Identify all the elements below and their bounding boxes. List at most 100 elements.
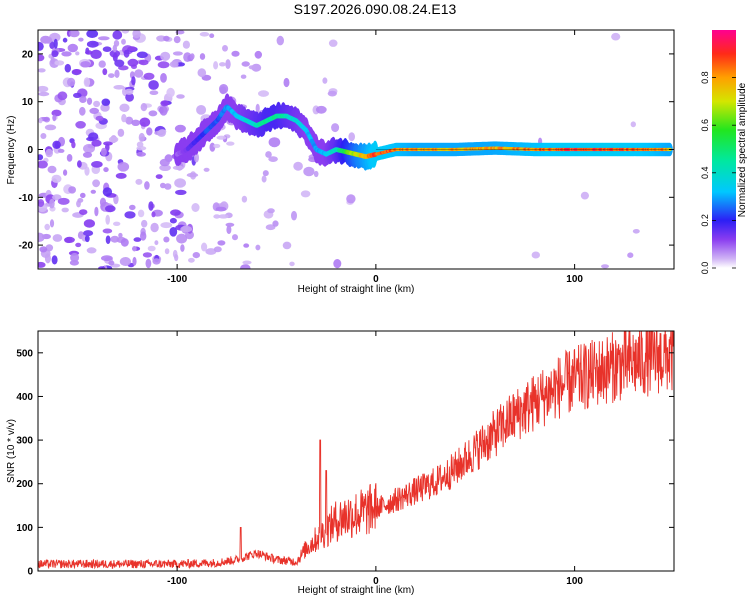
noise-blob [272, 220, 278, 226]
snr-xlabel: Height of straight line (km) [298, 585, 415, 596]
noise-blob [100, 198, 106, 207]
noise-blob [256, 104, 260, 113]
noise-blob [137, 142, 144, 148]
noise-blob [346, 194, 355, 203]
noise-blob [283, 242, 292, 250]
noise-blob [532, 252, 540, 259]
noise-blob [240, 264, 250, 272]
noise-blob [173, 166, 184, 170]
noise-blob [52, 175, 62, 183]
noise-blob [114, 60, 124, 67]
noise-blob [200, 32, 210, 37]
noise-blob [348, 132, 355, 141]
noise-blob [268, 156, 278, 162]
noise-blob [174, 36, 181, 43]
noise-blob [141, 220, 147, 228]
noise-blob [84, 219, 95, 227]
noise-blob [157, 130, 166, 137]
noise-blob [316, 106, 327, 114]
noise-blob [121, 114, 126, 122]
noise-blob [314, 171, 319, 177]
noise-blob [79, 96, 87, 103]
colorbar-label: Normalized spectral amplitude [737, 82, 748, 217]
y-tick-label: 300 [16, 436, 33, 447]
noise-blob [144, 181, 150, 190]
y-tick-label: 10 [22, 97, 34, 108]
noise-blob [143, 252, 152, 257]
y-tick-label: 400 [16, 392, 33, 403]
noise-blob [284, 78, 290, 87]
noise-blob [134, 237, 142, 242]
noise-blob [75, 51, 79, 55]
noise-blob [102, 99, 111, 106]
noise-blob [124, 211, 135, 218]
noise-blob [328, 91, 337, 97]
noise-blob [87, 41, 99, 48]
noise-blob [35, 42, 44, 51]
noise-blob [87, 98, 92, 105]
noise-blob [93, 101, 100, 107]
noise-blob [50, 219, 54, 227]
noise-blob [198, 68, 207, 77]
noise-blob [151, 212, 155, 218]
noise-blob [217, 136, 227, 140]
noise-blob [160, 52, 170, 61]
noise-blob [196, 105, 206, 115]
noise-blob [163, 36, 170, 41]
noise-blob [150, 90, 159, 95]
noise-blob [241, 75, 247, 79]
noise-blob [291, 211, 297, 221]
y-tick-label: 200 [16, 479, 33, 490]
noise-blob [45, 125, 56, 131]
noise-blob [242, 196, 247, 203]
noise-blob [131, 76, 135, 85]
noise-blob [70, 253, 79, 262]
noise-blob [64, 237, 75, 243]
noise-blob [58, 198, 70, 205]
noise-blob [149, 110, 158, 116]
noise-blob [80, 193, 86, 198]
noise-blob [63, 169, 67, 175]
noise-blob [163, 237, 169, 243]
noise-blob [120, 257, 131, 266]
noise-blob [277, 36, 284, 46]
noise-blob [78, 38, 83, 42]
noise-blob [132, 257, 136, 266]
noise-blob [255, 245, 260, 251]
noise-blob [222, 45, 228, 52]
noise-blob [166, 88, 174, 98]
noise-blob [633, 229, 640, 234]
noise-blob [122, 28, 130, 33]
noise-blob [49, 199, 55, 209]
noise-blob [160, 73, 167, 83]
noise-blob [333, 259, 341, 268]
noise-blob [37, 161, 48, 169]
noise-blob [131, 120, 140, 126]
noise-blob [137, 52, 148, 59]
noise-blob [113, 45, 117, 53]
noise-blob [39, 246, 47, 252]
noise-blob [119, 104, 129, 112]
noise-blob [140, 231, 146, 240]
noise-blob [87, 247, 97, 253]
noise-blob [114, 70, 119, 78]
noise-blob [611, 33, 620, 41]
noise-blob [127, 46, 136, 51]
noise-blob [103, 187, 112, 196]
noise-blob [216, 207, 227, 212]
noise-blob [105, 205, 116, 212]
noise-blob [173, 51, 183, 55]
noise-blob [219, 62, 226, 66]
noise-blob [180, 244, 184, 252]
noise-blob [213, 144, 220, 148]
noise-blob [190, 53, 195, 59]
noise-blob [108, 261, 114, 266]
noise-blob [83, 152, 92, 158]
noise-blob [129, 205, 136, 210]
noise-blob [148, 246, 156, 252]
noise-blob [35, 54, 44, 61]
noise-blob [174, 254, 178, 261]
noise-blob [148, 201, 153, 211]
noise-blob [38, 118, 42, 123]
